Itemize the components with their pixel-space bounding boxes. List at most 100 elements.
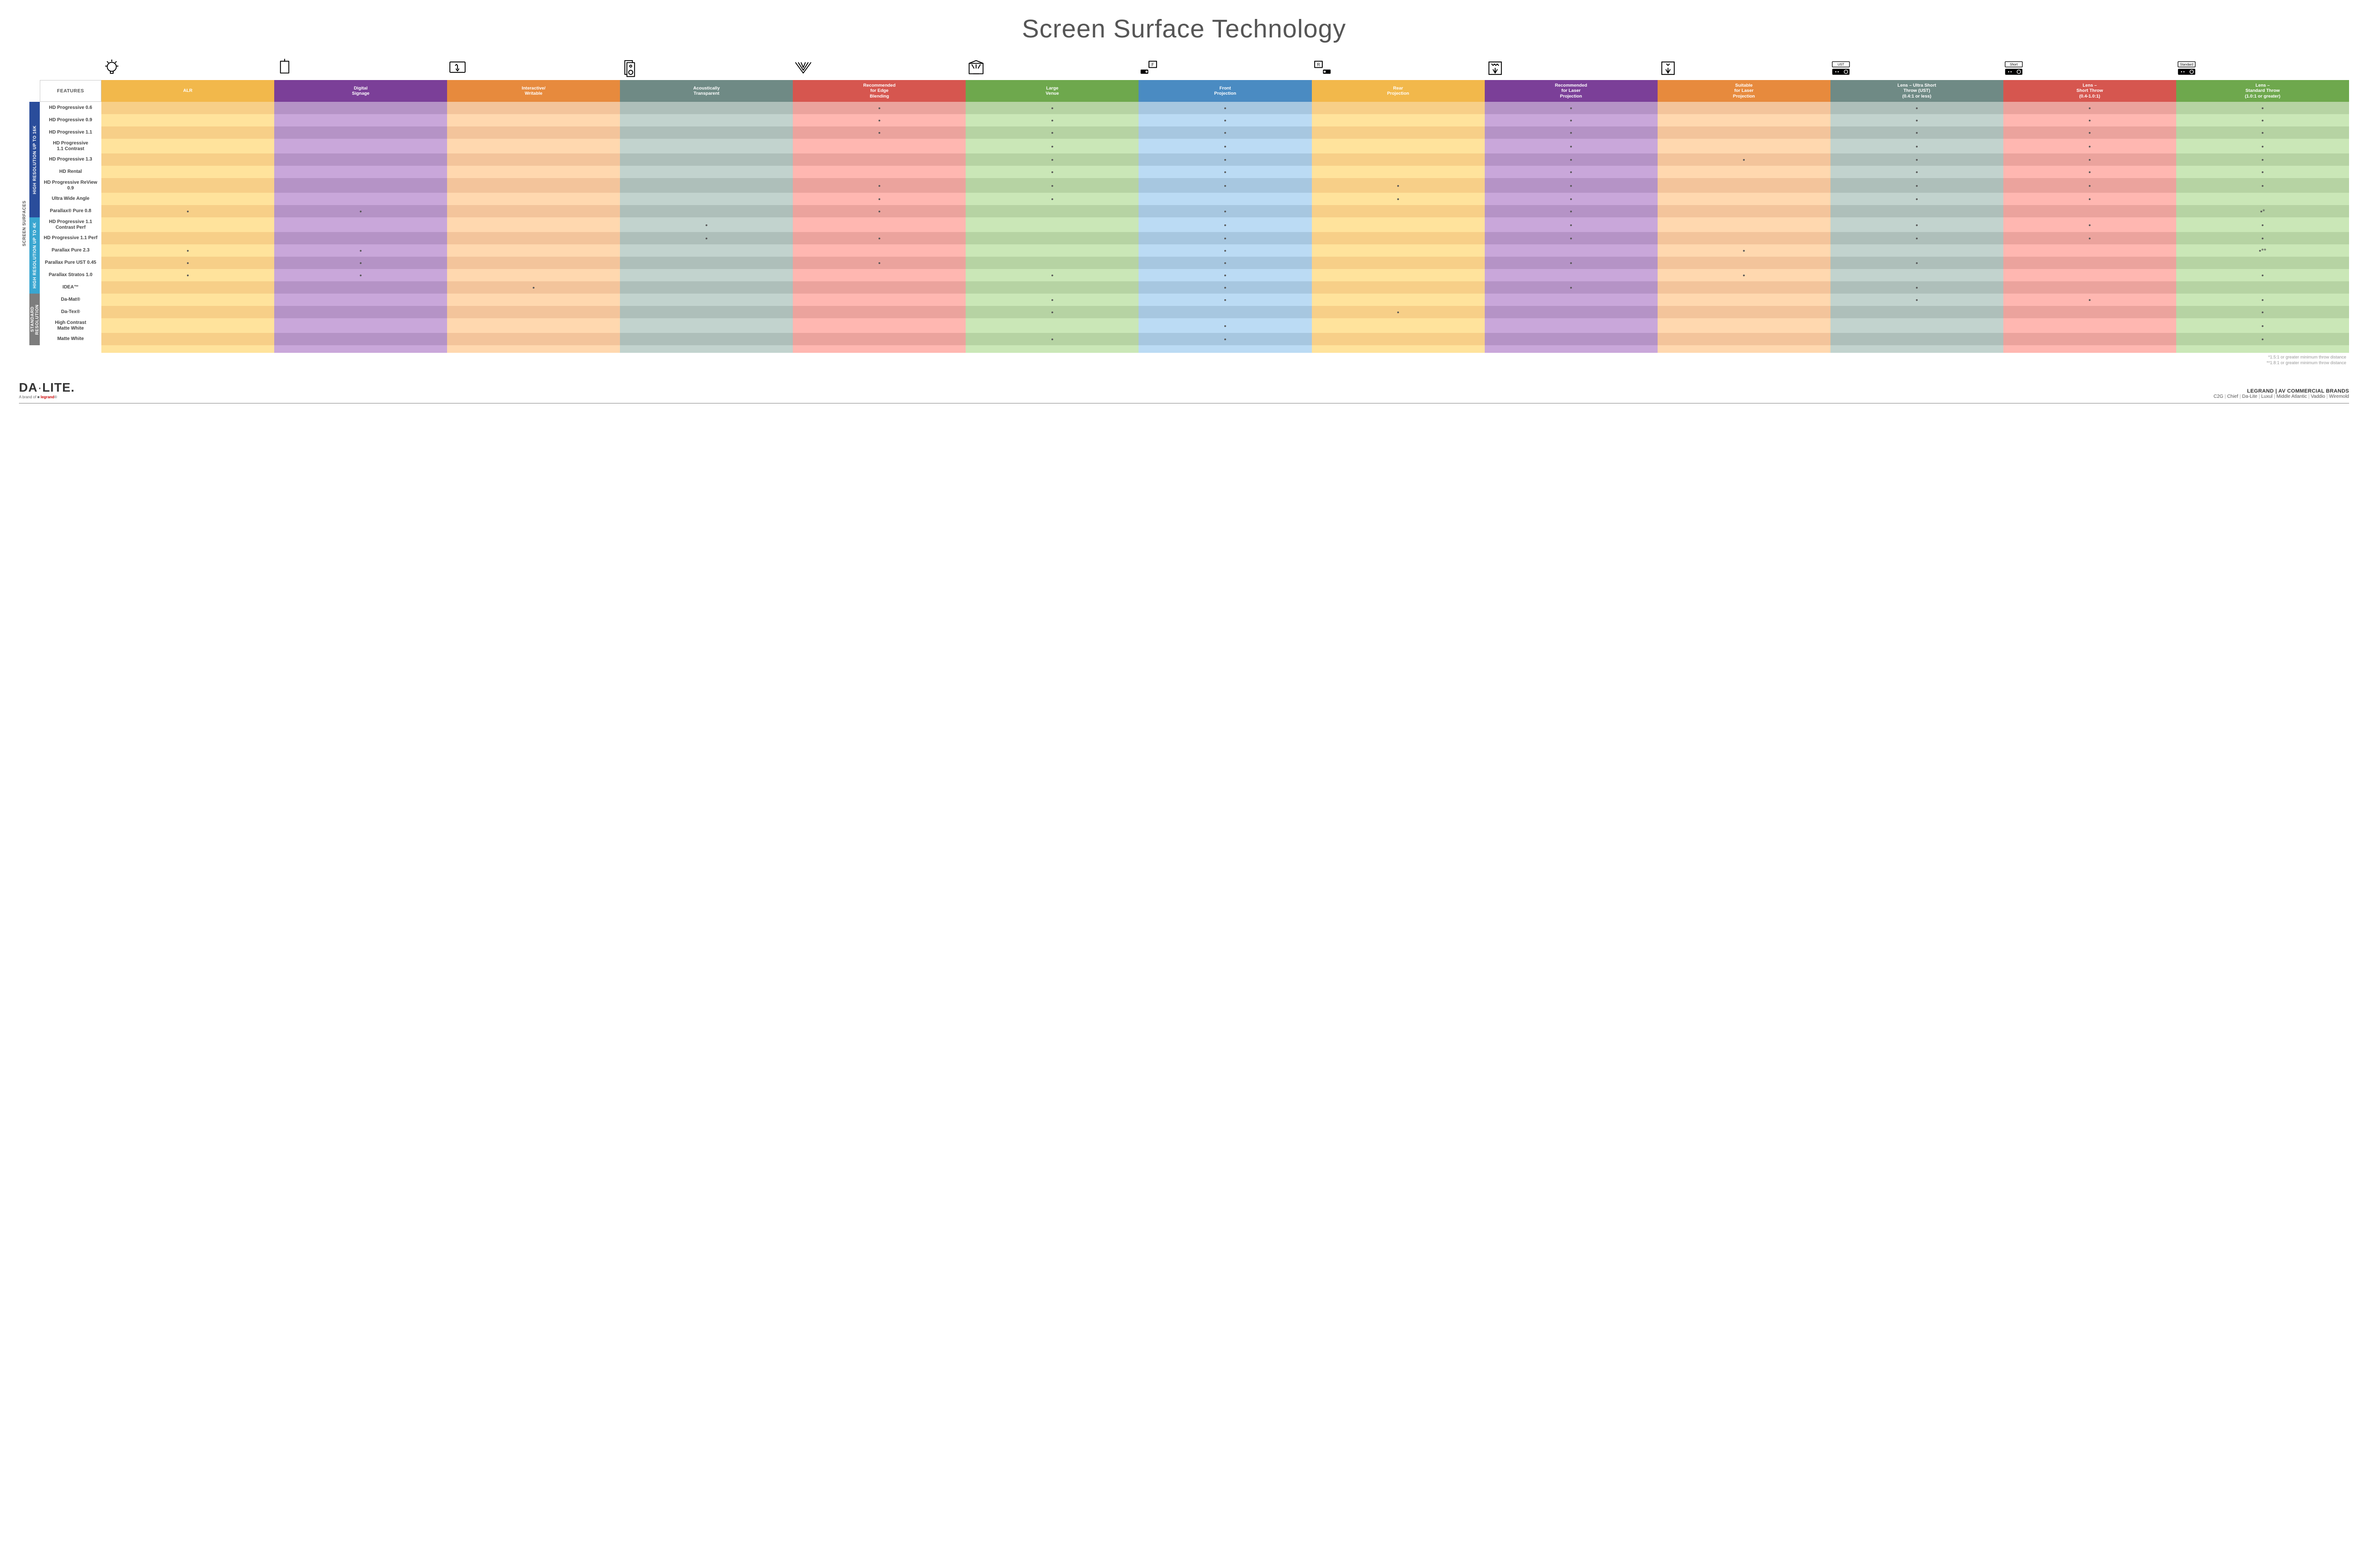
cell-alr <box>101 153 274 166</box>
signage-icon <box>274 58 447 80</box>
cell-ust <box>1830 269 2003 281</box>
cell-front: • <box>1139 102 1311 114</box>
cell-edge <box>793 294 966 306</box>
logo-block: DA·LITE. A brand of ■ legrand® <box>19 380 75 399</box>
svg-text:UST: UST <box>1838 63 1845 66</box>
footer-strip <box>793 345 966 353</box>
cell-acoustic <box>620 244 793 257</box>
cell-interactive <box>447 244 620 257</box>
footer-strip <box>2003 345 2176 353</box>
row-label: Parallax® Pure 0.8 <box>40 205 101 217</box>
cell-acoustic <box>620 318 793 333</box>
venue-icon <box>966 58 1139 80</box>
cell-suitlaser <box>1658 333 1830 345</box>
cell-short <box>2003 257 2176 269</box>
brand-item: Middle Atlantic <box>2277 394 2311 399</box>
cell-suitlaser <box>1658 102 1830 114</box>
col-header-suitlaser: Suitablefor LaserProjection <box>1658 80 1830 102</box>
cell-ust: • <box>1830 139 2003 153</box>
cell-front <box>1139 193 1311 205</box>
cell-suitlaser <box>1658 281 1830 294</box>
cell-edge <box>793 139 966 153</box>
cell-edge: • <box>793 205 966 217</box>
brand-tagline: A brand of ■ legrand® <box>19 395 75 399</box>
cell-suitlaser: • <box>1658 153 1830 166</box>
cell-alr <box>101 306 274 318</box>
suitlaser-icon <box>1658 58 1830 80</box>
cell-signage <box>274 126 447 139</box>
page-title: Screen Surface Technology <box>19 14 2349 44</box>
cell-suitlaser <box>1658 294 1830 306</box>
cell-reclaser <box>1485 269 1658 281</box>
cell-venue <box>966 244 1139 257</box>
cell-suitlaser <box>1658 126 1830 139</box>
row-label: HD Progressive 0.6 <box>40 102 101 114</box>
cell-std: • <box>2176 269 2349 281</box>
cell-alr <box>101 294 274 306</box>
cell-reclaser: • <box>1485 153 1658 166</box>
brand-item: Luxul <box>2261 394 2277 399</box>
cell-std: • <box>2176 318 2349 333</box>
row-label: Ultra Wide Angle <box>40 193 101 205</box>
cell-alr <box>101 193 274 205</box>
cell-rear <box>1312 244 1485 257</box>
cell-ust <box>1830 318 2003 333</box>
cell-signage <box>274 153 447 166</box>
col-header-edge: Recommendedfor EdgeBlending <box>793 80 966 102</box>
cell-signage: • <box>274 257 447 269</box>
cell-acoustic <box>620 139 793 153</box>
cell-signage <box>274 232 447 244</box>
footer-strip <box>1830 345 2003 353</box>
cell-interactive <box>447 294 620 306</box>
cell-short <box>2003 205 2176 217</box>
cell-edge <box>793 333 966 345</box>
cell-edge <box>793 269 966 281</box>
row-label: HD Progressive 1.1 <box>40 126 101 139</box>
alr-icon <box>101 58 274 80</box>
cell-suitlaser <box>1658 217 1830 232</box>
footer-strip <box>966 345 1139 353</box>
cell-alr <box>101 102 274 114</box>
cell-edge <box>793 306 966 318</box>
cell-edge: • <box>793 114 966 126</box>
cell-venue: • <box>966 153 1139 166</box>
footer: DA·LITE. A brand of ■ legrand® LEGRAND |… <box>19 380 2349 403</box>
cell-edge: • <box>793 102 966 114</box>
cell-acoustic <box>620 114 793 126</box>
cell-front: • <box>1139 153 1311 166</box>
cell-short <box>2003 269 2176 281</box>
cell-edge: • <box>793 126 966 139</box>
cell-rear <box>1312 102 1485 114</box>
cell-venue: • <box>966 306 1139 318</box>
cell-interactive <box>447 114 620 126</box>
cell-interactive <box>447 232 620 244</box>
cell-venue <box>966 217 1139 232</box>
cell-acoustic <box>620 126 793 139</box>
cell-short: • <box>2003 166 2176 178</box>
brand-item: C2G <box>2214 394 2227 399</box>
cell-acoustic <box>620 306 793 318</box>
cell-alr <box>101 139 274 153</box>
cell-short <box>2003 333 2176 345</box>
cell-interactive <box>447 205 620 217</box>
cell-ust: • <box>1830 126 2003 139</box>
cell-alr <box>101 178 274 193</box>
cell-edge <box>793 244 966 257</box>
cell-std: • <box>2176 114 2349 126</box>
cell-acoustic <box>620 269 793 281</box>
cell-ust: • <box>1830 294 2003 306</box>
cell-rear <box>1312 232 1485 244</box>
cell-reclaser <box>1485 294 1658 306</box>
row-label: Matte White <box>40 333 101 345</box>
cell-edge: • <box>793 232 966 244</box>
row-label: Da-Tex® <box>40 306 101 318</box>
cell-alr <box>101 281 274 294</box>
cell-std: • <box>2176 153 2349 166</box>
row-label: High ContrastMatte White <box>40 318 101 333</box>
cell-rear <box>1312 269 1485 281</box>
group-label-2: STANDARDRESOLUTION <box>29 294 40 345</box>
cell-alr: • <box>101 205 274 217</box>
cell-std: • <box>2176 333 2349 345</box>
cell-acoustic <box>620 102 793 114</box>
cell-suitlaser <box>1658 318 1830 333</box>
